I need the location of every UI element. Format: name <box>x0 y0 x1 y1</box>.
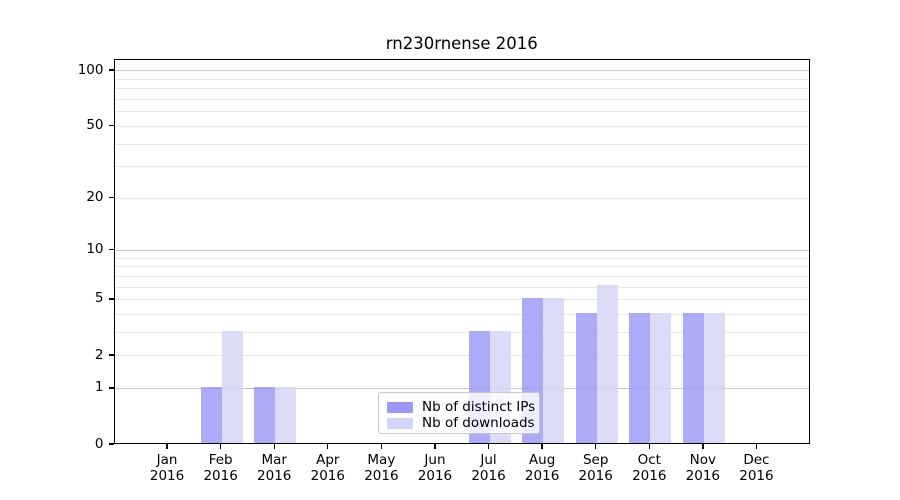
x-tick-label-apr: Apr 2016 <box>310 452 345 484</box>
bar-nb-of-distinct-ips-sep <box>575 312 597 443</box>
x-tick-label-dec: Dec 2016 <box>739 452 774 484</box>
x-tick-label-jan: Jan 2016 <box>149 452 185 484</box>
bar-nb-of-distinct-ips-mar <box>254 386 276 443</box>
y-tick-label-10: 10 <box>86 241 104 258</box>
legend-row-distinct-ips: Nb of distinct IPs <box>387 399 535 415</box>
gridline-y-3 <box>114 332 809 334</box>
gridline-y-40 <box>114 143 809 145</box>
gridline-y-2 <box>114 355 809 357</box>
bar-nb-of-distinct-ips-oct <box>629 312 651 443</box>
y-tick-label-50: 50 <box>86 117 104 134</box>
bar-nb-of-downloads-feb <box>221 330 243 443</box>
x-tick-label-feb: Feb 2016 <box>203 452 238 484</box>
y-tick-5 <box>108 298 114 300</box>
x-tick-apr <box>327 444 329 449</box>
x-tick-may <box>380 444 383 449</box>
gridline-y-50 <box>114 125 809 127</box>
x-tick-dec <box>755 444 758 449</box>
gridline-y-80 <box>114 88 809 90</box>
x-tick-mar <box>273 444 275 449</box>
x-tick-feb <box>219 444 222 449</box>
y-tick-10 <box>108 249 114 251</box>
y-tick-20 <box>108 196 114 199</box>
x-tick-jul <box>487 444 490 449</box>
x-tick-label-may: May 2016 <box>364 452 399 484</box>
bar-nb-of-distinct-ips-nov <box>682 312 704 443</box>
gridline-y-10 <box>114 250 809 252</box>
gridline-y-20 <box>114 197 809 199</box>
gridline-y-1 <box>114 388 809 390</box>
x-tick-label-jul: Jul 2016 <box>471 452 506 484</box>
x-tick-label-nov: Nov 2016 <box>685 452 721 484</box>
legend-row-downloads: Nb of downloads <box>387 415 535 431</box>
y-tick-label-0: 0 <box>94 435 104 452</box>
legend-label-distinct-ips: Nb of distinct IPs <box>422 399 536 415</box>
x-tick-label-oct: Oct 2016 <box>632 452 667 484</box>
bar-nb-of-distinct-ips-feb <box>200 386 222 443</box>
gridline-y-4 <box>114 313 809 315</box>
gridline-y-9 <box>114 257 809 259</box>
legend-swatch-downloads <box>387 417 413 429</box>
x-tick-label-sep: Sep 2016 <box>578 452 613 484</box>
gridline-y-90 <box>114 78 809 80</box>
legend-swatch-distinct-ips <box>387 401 413 413</box>
x-tick-nov <box>702 444 704 449</box>
gridline-y-7 <box>114 275 809 277</box>
bar-nb-of-downloads-oct <box>650 312 672 443</box>
chart-title: rn230rnense 2016 <box>385 34 538 53</box>
legend-label-downloads: Nb of downloads <box>422 415 535 431</box>
gridline-y-60 <box>114 111 809 113</box>
y-tick-100 <box>108 69 114 71</box>
x-tick-label-jun: Jun 2016 <box>417 452 453 484</box>
x-tick-sep <box>594 444 597 449</box>
gridline-y-6 <box>114 286 809 288</box>
gridline-y-8 <box>114 266 809 268</box>
legend: Nb of distinct IPs Nb of downloads <box>378 392 540 434</box>
y-tick-label-2: 2 <box>94 346 104 363</box>
gridline-y-30 <box>114 166 809 168</box>
y-tick-2 <box>108 354 114 356</box>
gridline-y-100 <box>114 70 809 72</box>
y-tick-label-5: 5 <box>94 290 104 307</box>
x-tick-label-aug: Aug 2016 <box>524 452 560 484</box>
x-tick-jan <box>166 444 168 449</box>
bar-nb-of-downloads-mar <box>275 386 297 443</box>
x-tick-jun <box>434 444 436 449</box>
x-tick-oct <box>648 444 650 449</box>
y-tick-1 <box>108 387 114 389</box>
y-tick-label-1: 1 <box>94 379 104 396</box>
y-tick-50 <box>108 124 114 127</box>
gridline-y-70 <box>114 99 809 101</box>
x-tick-label-mar: Mar 2016 <box>257 452 292 484</box>
y-tick-label-20: 20 <box>86 188 104 205</box>
bar-nb-of-downloads-sep <box>596 285 618 443</box>
y-tick-0 <box>108 443 114 445</box>
gridline-y-5 <box>114 299 809 301</box>
bar-nb-of-downloads-aug <box>543 297 565 443</box>
plot-area <box>113 59 810 444</box>
x-tick-aug <box>541 444 543 449</box>
bar-nb-of-downloads-nov <box>703 312 725 443</box>
y-tick-label-100: 100 <box>77 61 104 78</box>
